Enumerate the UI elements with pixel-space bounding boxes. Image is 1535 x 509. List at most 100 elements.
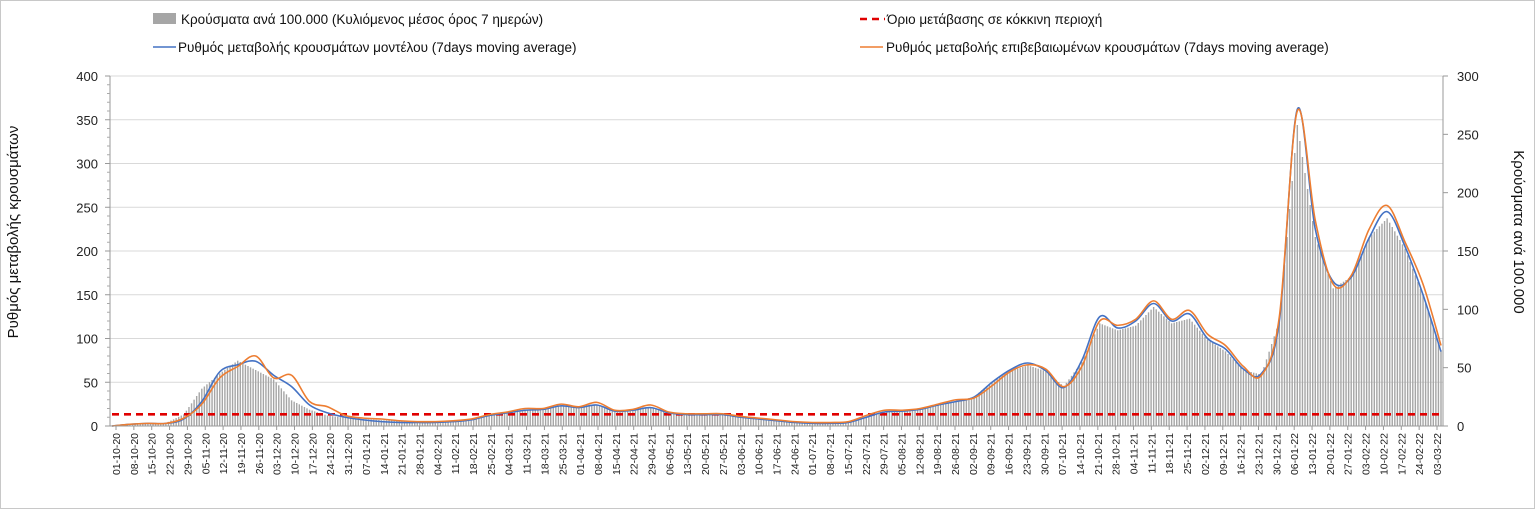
x-axis-tick-label: 14-10-21 <box>1075 433 1087 475</box>
bar <box>1124 328 1127 426</box>
left-axis-tick-labels: 0 50 100 150 200 250 300 350 400 <box>76 69 110 434</box>
bar <box>301 405 303 426</box>
bar <box>639 409 642 426</box>
bar <box>819 423 821 426</box>
bar <box>719 414 721 426</box>
bar <box>1373 231 1375 426</box>
x-axis-tick-label: 07-10-21 <box>1057 433 1069 475</box>
x-axis-tick-label: 25-02-21 <box>486 433 498 475</box>
bar <box>1122 329 1124 426</box>
bar <box>237 360 239 426</box>
bar <box>875 414 878 426</box>
x-axis-tick-label: 12-11-20 <box>218 433 230 474</box>
bar <box>131 424 134 426</box>
bar <box>829 423 832 426</box>
x-axis-tick-label: 26-11-20 <box>254 433 266 474</box>
bar <box>1319 251 1322 426</box>
bar <box>537 408 539 426</box>
bar <box>185 410 188 426</box>
bar <box>762 419 765 426</box>
bar <box>1335 286 1337 426</box>
bar <box>750 418 752 426</box>
bar <box>539 408 542 426</box>
bar <box>1309 205 1311 426</box>
bar <box>588 406 590 426</box>
bar <box>1186 319 1188 426</box>
bar <box>306 408 308 426</box>
right-axis-tick-label: 0 <box>1457 419 1464 434</box>
legend-threshold-label: Όριο μετάβασης σε κόκκινη περιοχή <box>886 12 1102 27</box>
bar <box>1201 333 1204 426</box>
bar <box>160 423 162 426</box>
bar <box>1042 370 1045 426</box>
bar <box>1158 311 1160 426</box>
bars-series <box>111 125 1442 426</box>
bar <box>201 388 203 426</box>
bar <box>1219 348 1222 426</box>
bar <box>298 404 300 426</box>
bar <box>1027 365 1029 426</box>
bar <box>1016 368 1019 426</box>
bar <box>455 421 457 426</box>
bar <box>1170 323 1173 426</box>
bar <box>1427 311 1429 426</box>
bar <box>1060 384 1062 426</box>
x-axis-tick-label: 06-01-22 <box>1289 433 1301 475</box>
x-axis-tick-label: 24-06-21 <box>789 433 801 475</box>
bar <box>1193 324 1196 426</box>
bar <box>986 386 988 426</box>
right-axis-tick-label: 300 <box>1457 69 1479 84</box>
bar <box>706 414 708 426</box>
bar <box>139 423 141 426</box>
bar <box>847 422 850 426</box>
x-axis-tick-label: 11-02-21 <box>450 433 462 474</box>
bar <box>265 375 267 426</box>
x-axis-tick-label: 18-11-21 <box>1164 433 1176 474</box>
bar <box>924 408 927 426</box>
legend-model-label: Ρυθμός μεταβολής κρουσμάτων μοντέλου (7d… <box>178 40 577 55</box>
bar <box>909 410 911 426</box>
bar <box>167 421 170 426</box>
bar <box>408 421 411 426</box>
bar <box>288 397 290 426</box>
right-axis-tick-label: 100 <box>1457 302 1479 317</box>
bar <box>316 412 318 426</box>
bar <box>147 423 149 426</box>
x-axis-tick-labels: 01-10-20 08-10-20 15-10-20 22-10-20 29-10-20… <box>111 426 1444 475</box>
x-axis-tick-label: 05-08-21 <box>896 433 908 475</box>
bar <box>1224 351 1227 426</box>
bar <box>229 366 231 426</box>
bar <box>195 396 198 426</box>
bar <box>634 410 637 426</box>
bar <box>1217 346 1219 426</box>
bar <box>1152 307 1155 426</box>
bar <box>801 422 803 426</box>
bar <box>449 421 452 426</box>
bar <box>1250 372 1252 426</box>
bar <box>1011 370 1014 426</box>
bar <box>429 421 431 426</box>
right-axis-title: Κρούσματα ανά 100.000 <box>1510 150 1527 313</box>
bar <box>657 409 660 426</box>
bar <box>1029 366 1032 426</box>
bar <box>567 406 570 426</box>
bar <box>896 411 898 426</box>
left-axis-tick-label: 0 <box>91 419 98 434</box>
bar <box>834 422 837 426</box>
bar <box>434 421 436 426</box>
bar <box>398 420 401 426</box>
left-axis-tick-label: 400 <box>76 69 98 84</box>
x-axis-tick-label: 29-07-21 <box>879 433 891 475</box>
bar <box>393 420 395 426</box>
bar <box>745 417 747 426</box>
bar <box>1350 276 1352 426</box>
left-axis-tick-label: 100 <box>76 332 98 347</box>
bar <box>804 422 806 426</box>
bar <box>1155 309 1157 426</box>
left-axis-tick-label: 150 <box>76 288 98 303</box>
x-axis-tick-label: 27-05-21 <box>718 433 730 475</box>
bar <box>224 369 226 426</box>
bar <box>580 407 583 426</box>
bar <box>601 406 603 426</box>
bar <box>406 421 408 426</box>
